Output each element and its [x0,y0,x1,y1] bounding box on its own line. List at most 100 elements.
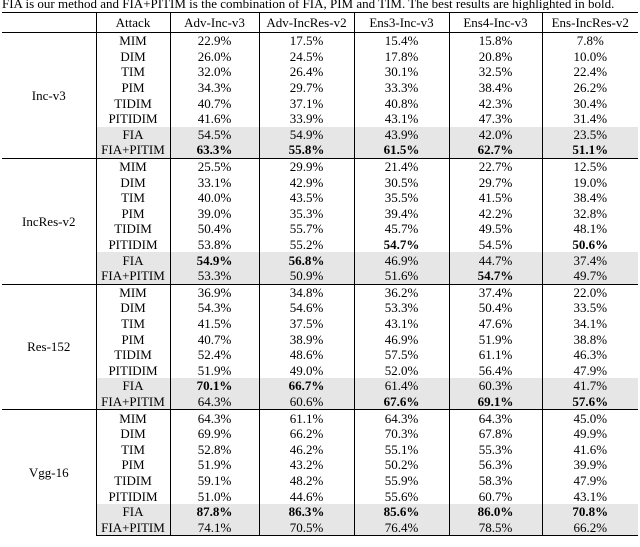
value-cell: 46.2% [258,441,354,458]
value-cell: 32.8% [541,205,638,222]
value-cell: 70.8% [541,503,638,520]
attack-cell: PIM [95,205,170,222]
value-cell: 49.5% [448,221,542,237]
value-cell: 64.3% [353,409,449,426]
attack-cell: DIM [95,48,170,65]
value-cell: 43.1% [353,110,449,127]
value-cell: 30.4% [541,95,638,111]
table-row: FIA+PITIM 53.3% 50.9% 51.6% 54.7% 49.7% [2,267,638,284]
value-cell: 42.3% [448,95,542,111]
value-cell: 85.6% [353,503,449,520]
value-cell: 40.7% [169,95,259,111]
value-cell: 51.9% [448,331,542,347]
value-cell: 69.9% [169,425,259,442]
value-cell: 54.5% [448,236,542,253]
value-cell: 47.9% [541,472,638,489]
value-cell: 20.8% [448,48,542,65]
attack-cell: FIA+PITIM [95,142,170,159]
value-cell: 12.5% [541,157,638,175]
value-cell: 26.4% [258,64,354,80]
table-row: TIM 40.0% 43.5% 35.5% 41.5% 38.4% [2,189,638,206]
header-cell: Attack [95,12,170,33]
value-cell: 43.5% [258,189,354,206]
table-row: TIDIM 40.7% 37.1% 40.8% 42.3% 30.4% [2,95,638,111]
value-cell: 29.9% [258,157,354,175]
attack-cell: TIM [95,441,170,458]
value-cell: 36.9% [169,283,259,301]
table-row: DIM 69.9% 66.2% 70.3% 67.8% 49.9% [2,425,638,442]
value-cell: 50.4% [169,221,259,237]
table-row: FIA 54.5% 54.9% 43.9% 42.0% 23.5% [2,126,638,143]
value-cell: 40.0% [169,189,259,206]
header-cell: Ens4-Inc-v3 [448,12,542,33]
attack-cell: MIM [95,157,170,175]
attack-cell: MIM [95,409,170,426]
attack-cell: MIM [95,283,170,301]
table-row: DIM 33.1% 42.9% 30.5% 29.7% 19.0% [2,174,638,190]
header-cell: Ens3-Inc-v3 [353,12,449,33]
value-cell: 21.4% [353,157,449,175]
value-cell: 74.1% [169,519,259,537]
value-cell: 49.9% [541,425,638,442]
table-row: TIM 52.8% 46.2% 55.1% 55.3% 41.6% [2,441,638,458]
value-cell: 42.2% [448,205,542,222]
table-row: PITIDIM 51.0% 44.6% 55.6% 60.7% 43.1% [2,488,638,504]
header-cell: Adv-IncRes-v2 [258,12,354,33]
table-row: TIM 32.0% 26.4% 30.1% 32.5% 22.4% [2,64,638,80]
value-cell: 86.3% [258,503,354,520]
table-row: DIM 54.3% 54.6% 53.3% 50.4% 33.5% [2,300,638,316]
value-cell: 66.2% [258,425,354,442]
value-cell: 39.0% [169,205,259,222]
value-cell: 56.4% [448,362,542,379]
value-cell: 46.3% [541,346,638,363]
value-cell: 40.7% [169,331,259,347]
model-cell: IncRes-v2 [2,157,96,284]
value-cell: 69.1% [448,393,542,410]
value-cell: 54.7% [353,236,449,253]
value-cell: 37.5% [258,315,354,332]
attack-cell: TIDIM [95,95,170,111]
value-cell: 50.9% [258,267,354,284]
attack-cell: FIA [95,252,170,268]
value-cell: 38.9% [258,331,354,347]
attack-cell: PIM [95,331,170,347]
value-cell: 54.6% [258,300,354,316]
value-cell: 53.8% [169,236,259,253]
attack-cell: DIM [95,300,170,316]
value-cell: 19.0% [541,174,638,190]
value-cell: 33.1% [169,174,259,190]
value-cell: 46.9% [353,252,449,268]
value-cell: 42.9% [258,174,354,190]
value-cell: 51.1% [541,142,638,159]
value-cell: 34.3% [169,79,259,96]
table-row: TIDIM 50.4% 55.7% 45.7% 49.5% 48.1% [2,221,638,237]
value-cell: 55.2% [258,236,354,253]
table-row: FIA 54.9% 56.8% 46.9% 44.7% 37.4% [2,252,638,268]
value-cell: 38.4% [541,189,638,206]
value-cell: 37.1% [258,95,354,111]
value-cell: 40.8% [353,95,449,111]
value-cell: 86.0% [448,503,542,520]
value-cell: 24.5% [258,48,354,65]
value-cell: 49.7% [541,267,638,284]
value-cell: 50.4% [448,300,542,316]
value-cell: 61.4% [353,378,449,394]
value-cell: 22.9% [169,31,259,49]
attack-cell: TIDIM [95,346,170,363]
value-cell: 22.0% [541,283,638,301]
value-cell: 44.6% [258,488,354,504]
table-row: FIA+PITIM 63.3% 55.8% 61.5% 62.7% 51.1% [2,142,638,159]
value-cell: 41.5% [169,315,259,332]
table-row: Inc-v3 MIM 22.9% 17.5% 15.4% 15.8% 7.8% [2,31,638,159]
value-cell: 54.5% [169,126,259,143]
value-cell: 47.3% [448,110,542,127]
value-cell: 26.0% [169,48,259,65]
value-cell: 64.3% [169,409,259,426]
value-cell: 41.6% [541,441,638,458]
value-cell: 70.5% [258,519,354,537]
table-row: PIM 39.0% 35.3% 39.4% 42.2% 32.8% [2,205,638,222]
header-cell: Ens-IncRes-v2 [541,12,638,33]
value-cell: 76.4% [353,519,449,537]
value-cell: 10.0% [541,48,638,65]
value-cell: 29.7% [258,79,354,96]
